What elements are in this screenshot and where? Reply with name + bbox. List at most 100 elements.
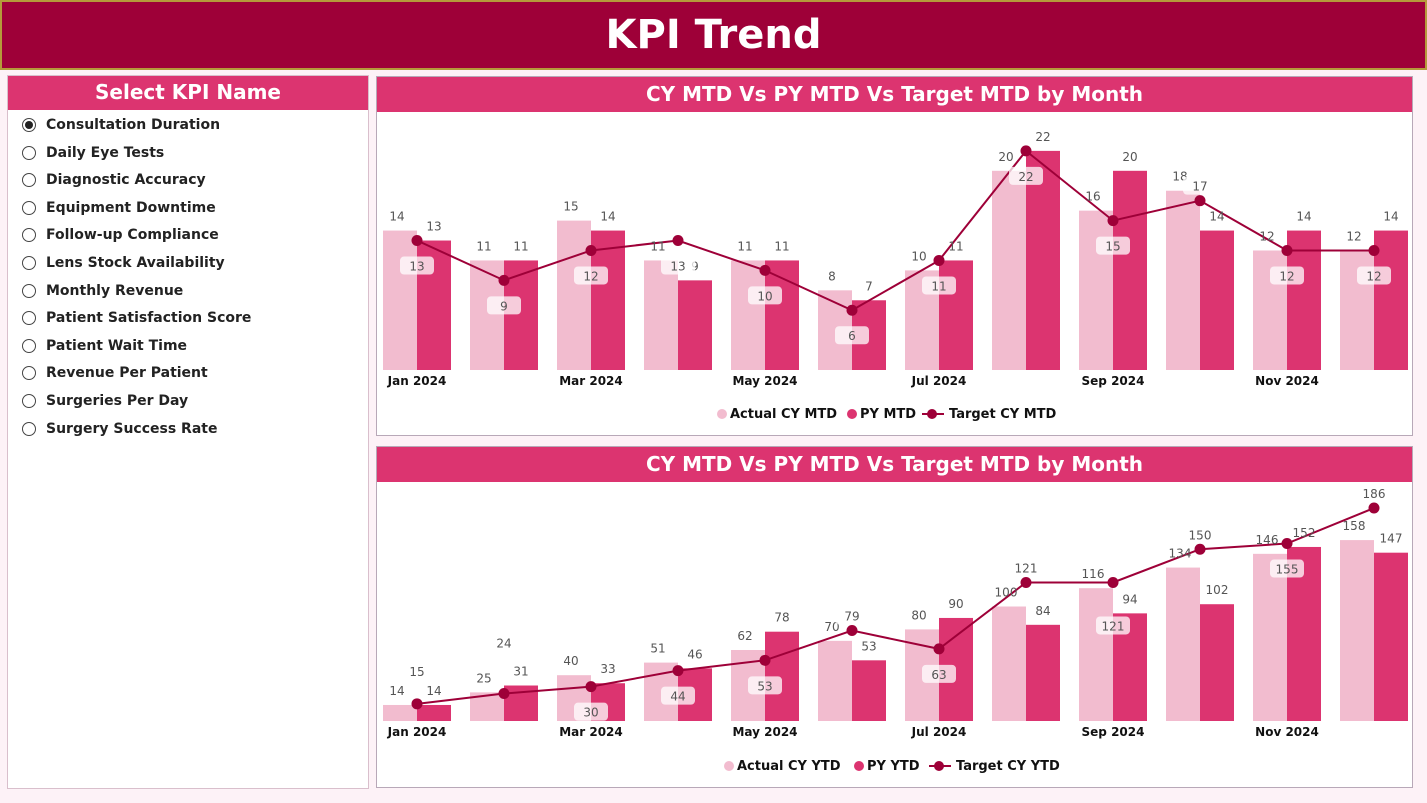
py-data-label: 11 [774,239,789,253]
slicer-item[interactable]: Follow-up Compliance [22,224,219,246]
actual-data-label: 14 [389,210,404,224]
target-point [1020,576,1032,588]
py-data-label: 147 [1380,532,1403,546]
py-bar [765,260,799,370]
target-label-bg [1357,484,1391,503]
radio-button[interactable] [22,283,36,298]
py-bar [591,230,625,370]
radio-button[interactable] [22,200,36,215]
target-label-bg [400,661,434,680]
target-data-label: 155 [1276,563,1299,577]
x-tick-label: Jul 2024 [911,374,967,388]
legend-actual-marker [724,761,734,771]
radio-button[interactable] [22,145,36,160]
py-data-label: 53 [861,639,876,653]
target-label-bg [1009,166,1043,185]
target-point [585,244,597,256]
target-point [411,698,423,710]
slicer-item[interactable]: Revenue Per Patient [22,362,208,384]
actual-data-label: 80 [911,608,926,622]
target-label-bg [1357,266,1391,285]
radio-button[interactable] [22,173,36,188]
slicer-item-label: Diagnostic Accuracy [46,172,206,189]
ytd-chart: 14 14 Jan 2024 25 31 40 33 Mar 2024 51 46 62 78 May … [383,484,1408,774]
slicer-item[interactable]: Daily Eye Tests [22,142,164,164]
target-point [585,681,597,693]
x-tick-label: Jan 2024 [387,725,447,739]
actual-bar [992,170,1026,370]
actual-data-label: 25 [476,671,491,685]
radio-button[interactable] [22,228,36,243]
radio-button[interactable] [22,338,36,353]
actual-data-label: 20 [998,150,1013,164]
radio-button[interactable] [22,256,36,270]
slicer-item-label: Monthly Revenue [46,282,184,299]
radio-button[interactable] [22,366,36,381]
slicer-item-label: Patient Satisfaction Score [46,310,252,327]
target-data-label: 13 [670,260,685,274]
legend-actual: Actual CY YTD [737,759,841,774]
target-label-bg [1183,525,1217,544]
actual-data-label: 16 [1085,190,1100,204]
target-label-bg [1009,558,1043,577]
slicer-item-label: Equipment Downtime [46,199,216,216]
target-label-bg [922,664,956,683]
py-bar [504,260,538,370]
slicer-item[interactable]: Consultation Duration [22,114,220,136]
actual-data-label: 10 [911,249,926,263]
target-point [759,654,771,666]
actual-bar [644,260,678,370]
radio-button[interactable] [22,421,36,436]
py-data-label: 22 [1035,130,1050,144]
target-point [1107,576,1119,588]
legend-target-marker [927,409,937,419]
target-label-bg [748,286,782,305]
radio-button[interactable] [22,311,36,326]
target-data-label: 186 [1363,487,1386,501]
slicer-item[interactable]: Monthly Revenue [22,280,183,302]
target-label-bg [574,266,608,285]
slicer-item-label: Surgery Success Rate [46,420,218,437]
actual-data-label: 12 [1259,229,1274,243]
target-label-bg [661,256,695,275]
target-data-label: 53 [757,679,772,693]
target-label-bg [574,702,608,721]
radio-button[interactable] [22,394,36,408]
ytd-chart-panel: CY MTD Vs PY MTD Vs Target MTD by Month … [376,446,1413,788]
legend-py: PY MTD [860,407,916,422]
py-bar [417,704,451,721]
x-tick-label: Sep 2024 [1082,374,1145,388]
x-tick-label: Nov 2024 [1255,374,1319,388]
target-point [1368,244,1380,256]
radio-button[interactable] [22,118,36,132]
target-data-label: 44 [670,690,685,704]
actual-data-label: 40 [563,654,578,668]
py-bar [1113,170,1147,370]
py-data-label: 14 [1296,210,1311,224]
x-tick-label: Mar 2024 [559,725,623,739]
actual-bar [1079,210,1113,370]
target-label-bg [835,326,869,345]
target-data-label: 150 [1189,528,1212,542]
slicer-item[interactable]: Patient Satisfaction Score [22,307,251,329]
slicer-item[interactable]: Equipment Downtime [22,197,216,219]
target-label-bg [487,633,521,652]
slicer-item[interactable]: Lens Stock Availability [22,252,225,274]
actual-bar [1079,588,1113,721]
actual-data-label: 62 [737,629,752,643]
target-point [498,274,510,286]
target-label-bg [1096,616,1130,635]
target-data-label: 10 [757,289,772,303]
slicer-item[interactable]: Surgeries Per Day [22,390,188,412]
slicer-item[interactable]: Patient Wait Time [22,335,187,357]
slicer-item[interactable]: Surgery Success Rate [22,418,217,440]
slicer-title: Select KPI Name [8,76,368,110]
py-bar [1287,230,1321,370]
target-point [1368,502,1380,514]
mtd-chart-panel: CY MTD Vs PY MTD Vs Target MTD by Month … [376,76,1413,436]
slicer-item[interactable]: Diagnostic Accuracy [22,169,206,191]
target-point [933,254,945,266]
target-data-label: 121 [1102,619,1125,633]
py-data-label: 11 [513,239,528,253]
actual-data-label: 14 [389,684,404,698]
